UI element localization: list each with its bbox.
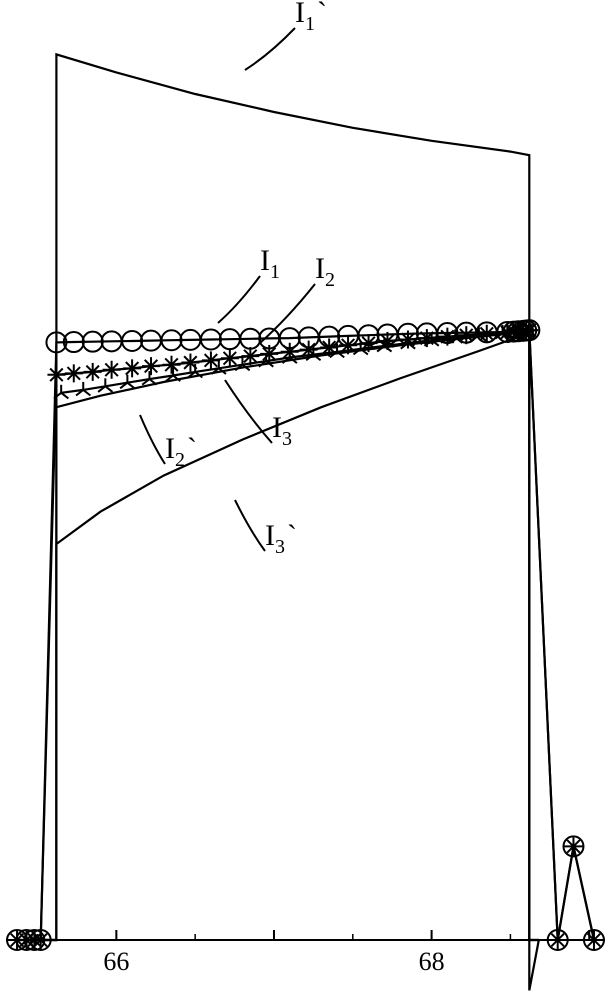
asterisk-marker	[65, 364, 83, 382]
series-I1p-line	[45, 54, 538, 940]
series-I2p: I2`	[45, 332, 538, 940]
series-I2p-line	[45, 332, 538, 940]
label-leader-I2p	[140, 415, 165, 464]
series-I1-line	[17, 330, 594, 940]
series-I3p-line	[45, 333, 538, 990]
asterisk-marker	[142, 357, 160, 375]
asterisk-marker	[163, 356, 181, 374]
series-label-I2p: I2`	[165, 432, 197, 471]
label-leader-I3	[225, 380, 272, 443]
series-I3p: I3`	[45, 333, 538, 990]
series-I1p: I1`	[45, 0, 538, 940]
label-leader-I3p	[235, 500, 265, 551]
asterisk-marker	[103, 361, 121, 379]
label-leader-I1p	[245, 28, 295, 70]
series-label-I1: I1	[260, 244, 280, 283]
asterisk-marker	[181, 354, 199, 372]
asterisk-marker	[123, 359, 141, 377]
x-tick-label: 68	[419, 947, 445, 976]
series-label-I3p: I3`	[265, 519, 297, 558]
series-label-I2: I2	[315, 252, 335, 291]
series-label-I3: I3	[272, 411, 292, 450]
series-I2-line	[17, 330, 594, 940]
asterisk-marker	[84, 363, 102, 381]
asterisk-marker	[202, 351, 220, 369]
label-leader-I2	[260, 284, 315, 343]
asterisk-marker	[300, 341, 318, 359]
label-leader-I1	[218, 276, 260, 323]
x-tick-label: 66	[103, 947, 129, 976]
series-label-I1p: I1`	[295, 0, 327, 35]
asterisk-marker	[221, 349, 239, 367]
